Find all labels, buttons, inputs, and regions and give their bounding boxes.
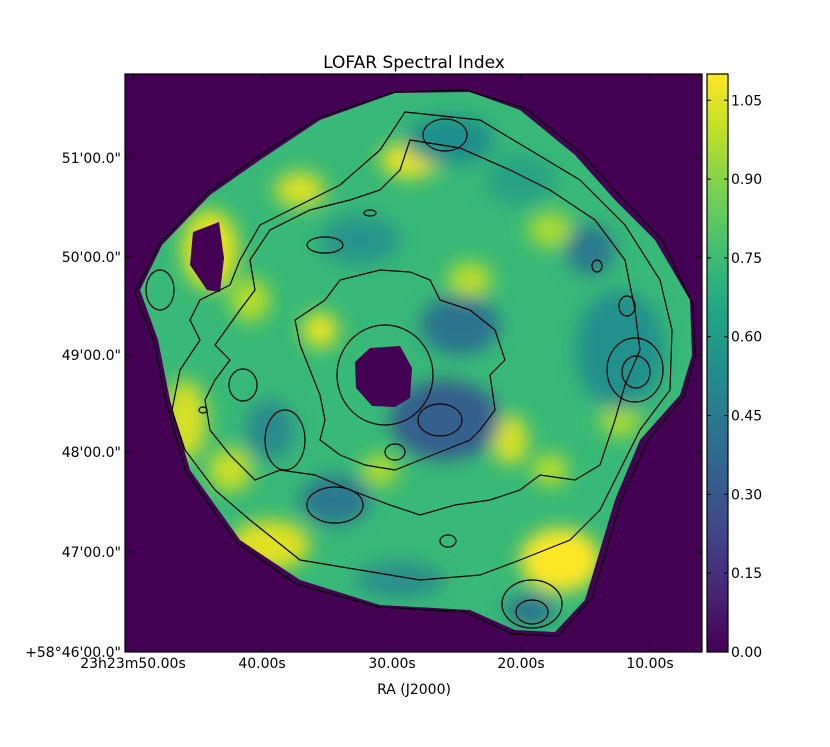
- contour-blob-ne: [422, 118, 468, 152]
- colorbar-tick-label: 0.60: [731, 330, 762, 346]
- contour-blob-w2: [264, 409, 306, 471]
- colorbar-tick-label: 0.00: [731, 645, 762, 661]
- x-tick-label: 30.00s: [368, 656, 415, 672]
- contour-blob-n: [306, 236, 344, 254]
- colorbar-tick-label: 0.75: [731, 251, 762, 267]
- x-ticks: 23h23m50.00s 40.00s 30.00s 20.00s 10.00s: [80, 74, 674, 672]
- x-axis-label: RA (J2000): [377, 682, 451, 698]
- contour-ring-hole-center: [336, 324, 434, 426]
- colorbar: [707, 74, 728, 652]
- y-ticks: +58°46'00.0" 47'00.0" 48'00.0" 49'00.0" 50'0…: [25, 151, 702, 661]
- contour-blob-e2: [618, 295, 636, 317]
- x-tick-label: 40.00s: [238, 656, 285, 672]
- contour-blob-c2: [384, 443, 406, 461]
- plot-frame: [124, 73, 703, 653]
- colorbar-tick-label: 0.45: [731, 409, 762, 425]
- contour-lines: [134, 89, 696, 637]
- x-tick-label: 10.00s: [626, 656, 673, 672]
- y-tick-label: 47'00.0": [62, 545, 121, 561]
- contour-blob-sw: [306, 486, 364, 524]
- contour-blob-s2: [439, 534, 457, 548]
- y-tick-label: 49'00.0": [62, 348, 121, 364]
- contour-blob-nw: [145, 269, 175, 311]
- x-tick-label: 23h23m50.00s: [80, 656, 186, 672]
- contour-blob-w3: [198, 406, 208, 414]
- contour-outer: [134, 89, 696, 637]
- contour-blob-s-outer: [501, 579, 563, 629]
- contour-blob-center: [417, 403, 463, 437]
- colorbar-tick-label: 0.90: [731, 172, 762, 188]
- chart-title: LOFAR Spectral Index: [323, 53, 505, 73]
- contour-blob-e-inner: [621, 355, 651, 389]
- x-tick-label: 20.00s: [497, 656, 544, 672]
- contour-2: [171, 111, 673, 581]
- colorbar-tick-label: 0.15: [731, 566, 762, 582]
- colorbar-tick-label: 0.30: [731, 487, 762, 503]
- contour-blob-e3: [591, 259, 603, 273]
- y-tick-label: 51'00.0": [62, 151, 121, 167]
- colorbar-ticks: 0.00 0.15 0.30 0.45 0.60 0.75 0.90 1.05: [707, 93, 762, 661]
- colorbar-frame: [706, 73, 729, 653]
- y-tick-label: 50'00.0": [62, 250, 121, 266]
- y-tick-label: 48'00.0": [62, 445, 121, 461]
- contour-blob-s: [515, 599, 549, 625]
- contour-blob-w: [228, 368, 258, 402]
- colorbar-tick-label: 1.05: [731, 93, 762, 109]
- contour-blob-n2: [363, 209, 377, 217]
- y-tick-label: +58°46'00.0": [25, 645, 121, 661]
- contour-blob-e: [606, 337, 664, 403]
- contour-4: [294, 269, 506, 471]
